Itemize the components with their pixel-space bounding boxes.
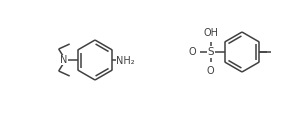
Text: NH₂: NH₂ [116, 56, 135, 66]
Text: S: S [207, 47, 214, 57]
Text: OH: OH [203, 28, 218, 38]
Text: N: N [60, 55, 67, 65]
Text: O: O [207, 66, 215, 76]
Text: O: O [188, 47, 196, 57]
